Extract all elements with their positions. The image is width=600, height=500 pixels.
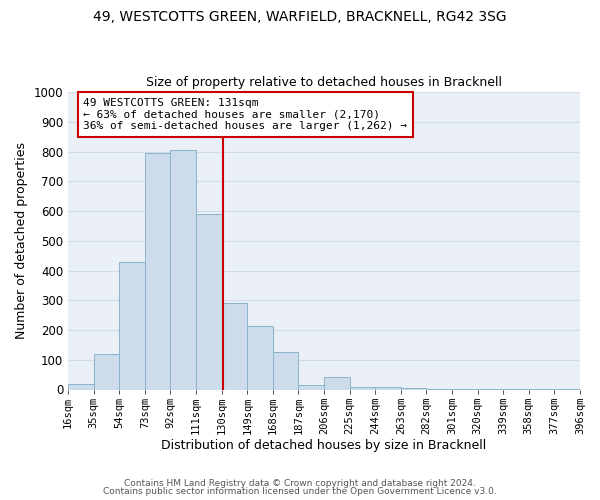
Text: Contains public sector information licensed under the Open Government Licence v3: Contains public sector information licen… (103, 487, 497, 496)
Bar (503, 389, 529, 390)
Bar (427, 388, 452, 390)
Text: 49 WESTCOTTS GREEN: 131sqm
← 63% of detached houses are smaller (2,170)
36% of s: 49 WESTCOTTS GREEN: 131sqm ← 63% of deta… (83, 98, 407, 131)
Bar (196, 214, 221, 390)
Bar (478, 389, 503, 390)
Bar (298, 385, 324, 390)
Bar (324, 377, 350, 390)
Bar (375, 387, 401, 390)
Bar (94, 354, 119, 390)
Bar (401, 388, 427, 390)
Text: 49, WESTCOTTS GREEN, WARFIELD, BRACKNELL, RG42 3SG: 49, WESTCOTTS GREEN, WARFIELD, BRACKNELL… (93, 10, 507, 24)
Bar (145, 153, 170, 390)
Bar (68, 384, 94, 390)
Bar (170, 150, 196, 390)
X-axis label: Distribution of detached houses by size in Bracknell: Distribution of detached houses by size … (161, 440, 487, 452)
Bar (452, 389, 478, 390)
Y-axis label: Number of detached properties: Number of detached properties (15, 142, 28, 340)
Bar (119, 262, 145, 390)
Bar (247, 326, 273, 390)
Bar (221, 303, 247, 390)
Bar (273, 352, 298, 390)
Text: Contains HM Land Registry data © Crown copyright and database right 2024.: Contains HM Land Registry data © Crown c… (124, 478, 476, 488)
Bar (554, 389, 580, 390)
Title: Size of property relative to detached houses in Bracknell: Size of property relative to detached ho… (146, 76, 502, 90)
Bar (350, 386, 375, 390)
